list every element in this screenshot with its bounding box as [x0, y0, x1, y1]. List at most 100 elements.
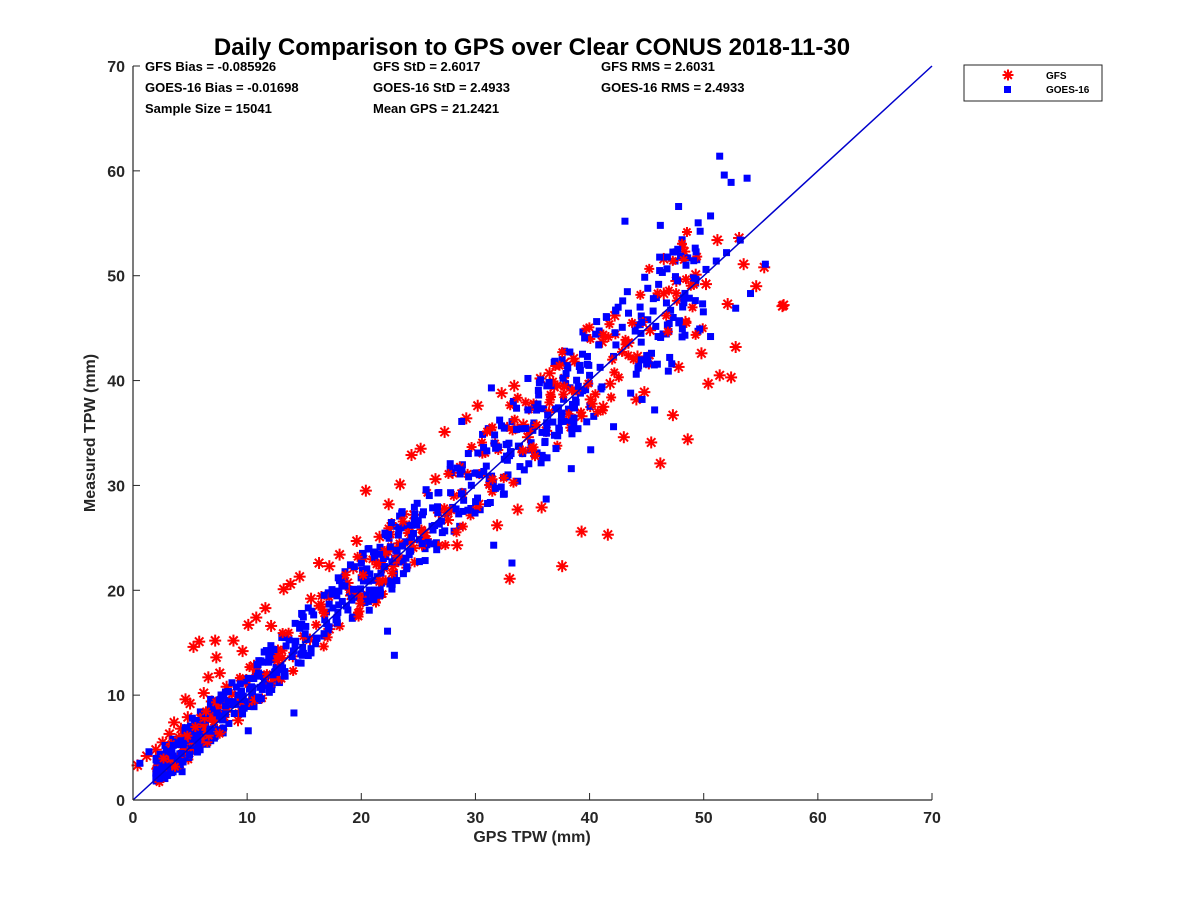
goes16-point	[402, 554, 410, 562]
goes16-point	[650, 361, 658, 369]
gfs-point	[644, 263, 655, 274]
goes16-point	[232, 683, 240, 691]
goes16-point	[669, 248, 677, 256]
goes16-point	[576, 366, 584, 374]
goes16-point	[434, 489, 442, 497]
legend: GFS GOES-16	[963, 64, 1103, 102]
goes16-point	[747, 290, 755, 298]
stats-annotations: GFS Bias = -0.085926 GFS StD = 2.6017 GFS …	[145, 59, 744, 116]
goes16-point	[579, 387, 587, 395]
goes16-point	[522, 425, 530, 433]
goes16-point	[312, 634, 320, 642]
stat-text: GOES-16 Bias = -0.01698	[145, 80, 299, 95]
goes16-point	[299, 643, 307, 651]
gfs-point	[545, 389, 556, 400]
goes16-point	[490, 541, 498, 549]
goes16-point	[574, 425, 582, 433]
gfs-point	[654, 457, 667, 470]
goes16-point	[680, 299, 688, 307]
goes16-point	[376, 589, 384, 597]
gfs-point	[601, 528, 614, 541]
goes16-point	[437, 517, 445, 525]
goes16-point	[225, 719, 233, 727]
goes16-point	[525, 460, 533, 468]
goes16-point	[649, 307, 657, 315]
x-tick-label: 0	[129, 810, 138, 827]
goes16-point	[667, 306, 675, 314]
goes16-point	[685, 294, 693, 302]
goes16-point	[583, 418, 591, 426]
goes16-point	[537, 459, 545, 467]
goes16-point	[396, 523, 404, 531]
gfs-point	[583, 378, 594, 389]
goes16-point	[178, 768, 186, 776]
goes16-point	[431, 522, 439, 530]
gfs-point	[394, 478, 407, 491]
goes16-point	[491, 431, 499, 439]
gfs-point	[265, 619, 278, 632]
goes16-point	[631, 327, 639, 335]
gfs-point	[737, 258, 750, 271]
goes16-point	[280, 672, 288, 680]
goes16-point	[641, 273, 649, 281]
goes16-point	[562, 380, 570, 388]
goes16-point	[682, 261, 690, 269]
gfs-point	[556, 560, 569, 573]
goes16-point	[289, 647, 297, 655]
gfs-point	[695, 347, 708, 360]
goes16-point	[429, 504, 437, 512]
goes16-point	[699, 300, 707, 308]
goes16-point	[669, 314, 677, 322]
gfs-point	[558, 389, 569, 400]
goes16-point	[346, 561, 354, 569]
goes16-point	[285, 636, 293, 644]
gfs-point	[359, 484, 372, 497]
goes16-point	[476, 471, 484, 479]
goes16-point	[543, 454, 551, 462]
goes16-point	[362, 597, 370, 605]
gfs-point	[592, 406, 603, 417]
gfs-point	[587, 398, 598, 409]
gfs-point	[575, 525, 588, 538]
goes16-point	[678, 325, 686, 333]
goes16-point	[162, 771, 170, 779]
goes16-point	[520, 466, 528, 474]
goes16-point	[377, 569, 385, 577]
goes16-point	[513, 404, 521, 412]
stat-text: GFS Bias = -0.085926	[145, 59, 276, 74]
gfs-point	[340, 570, 351, 581]
gfs-point	[457, 521, 468, 532]
goes16-point	[610, 352, 618, 360]
goes16-point	[421, 557, 429, 565]
goes16-point	[186, 751, 194, 759]
goes16-point	[566, 348, 574, 356]
goes16-point	[348, 596, 356, 604]
gfs-point	[293, 570, 306, 583]
goes16-point	[550, 431, 558, 439]
goes16-point	[651, 406, 659, 414]
goes16-point	[638, 395, 646, 403]
goes16-point	[410, 503, 418, 511]
goes16-point	[587, 446, 595, 454]
goes16-point	[164, 763, 172, 771]
goes16-point	[145, 748, 153, 756]
gfs-point	[725, 371, 738, 384]
goes16-point	[433, 546, 441, 554]
goes16-point	[189, 735, 197, 743]
goes16-point	[637, 312, 645, 320]
goes16-point	[570, 404, 578, 412]
goes16-point	[644, 357, 652, 365]
goes16-point	[446, 460, 454, 468]
goes16-point	[364, 545, 372, 553]
goes16-point	[592, 330, 600, 338]
goes16-point	[499, 490, 507, 498]
goes16-point	[627, 389, 635, 397]
goes16-point	[480, 467, 488, 475]
goes16-point	[193, 716, 201, 724]
goes16-point	[457, 490, 465, 498]
goes16-point	[408, 521, 416, 529]
goes16-point	[413, 499, 421, 507]
goes16-point	[482, 462, 490, 470]
gfs-point	[543, 367, 556, 380]
